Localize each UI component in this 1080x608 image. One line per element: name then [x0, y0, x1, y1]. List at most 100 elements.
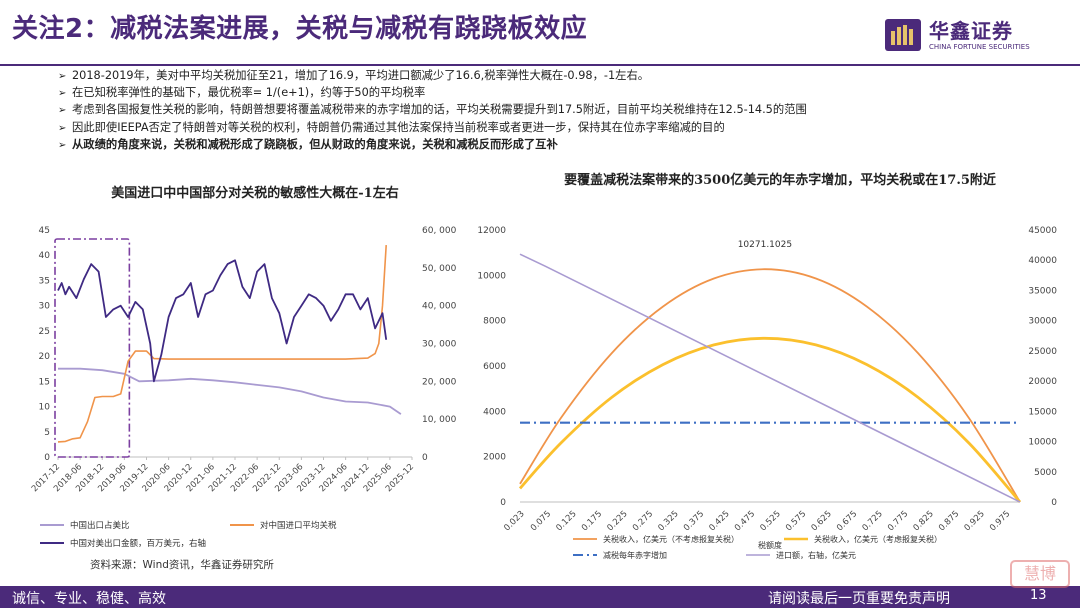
legend-label: 进口额，右轴，亿美元 [776, 550, 856, 560]
x-tick-label: 0.775 [886, 509, 910, 533]
logo-mark-icon [885, 19, 921, 51]
chart2-title: 要覆盖减税法案带来的3500亿美元的年赤字增加，平均关税或在17.5附近 [564, 173, 996, 188]
right-tick-label: 40000 [1028, 256, 1057, 266]
left-tick-label: 10000 [478, 271, 506, 281]
bullet-item-emphasis: ➢ 从政绩的角度来说，关税和减税形成了跷跷板，但从财政的角度来说，关税和减税反而形… [58, 137, 1068, 154]
legend-label: 中国对美出口金额，百万美元，右轴 [70, 538, 206, 549]
legend-label: 关税收入，亿美元（考虑报复关税） [814, 534, 942, 544]
right-tick-label: 0 [1051, 498, 1057, 508]
right-tick-label: 60, 000 [422, 226, 457, 236]
series-line-0 [58, 367, 402, 415]
bullet-text: 在已知税率弹性的基础下，最优税率= 1/(e+1)，约等于50的平均税率 [72, 86, 426, 100]
bullet-text: 2018-2019年，美对中平均关税加征至21，增加了16.9，平均进口额减少了… [72, 69, 650, 82]
bullet-text: 因此即使IEEPA否定了特朗普对等关税的权利，特朗普仍需通过其他法案保持当前税率… [72, 120, 725, 134]
x-tick-label: 0.225 [605, 509, 629, 533]
x-tick-label: 0.325 [656, 509, 680, 533]
chart2-tariff-revenue: 0 2000 4000 6000 8000 10000 12000 0 5000 10000 150… [478, 226, 1057, 560]
right-tick-label: 30, 000 [422, 340, 457, 350]
x-tick-label: 0.975 [988, 509, 1012, 533]
x-tick-label: 0.475 [733, 509, 757, 533]
x-tick-label: 0.275 [631, 509, 655, 533]
left-tick-label: 5 [44, 428, 50, 438]
page-title: 关注2：减税法案进展，关税与减税有跷跷板效应 [12, 14, 588, 44]
right-tick-label: 20, 000 [422, 377, 457, 387]
bullet-arrow-icon: ➢ [58, 88, 67, 100]
left-tick-label: 20 [39, 352, 51, 362]
legend-label: 减税每年赤字增加 [603, 550, 667, 560]
footer-bar: 诚信、专业、稳健、高效 请阅读最后一页重要免责声明 13 [0, 586, 1080, 608]
right-tick-label: 50, 000 [422, 264, 457, 274]
left-tick-label: 40 [39, 251, 51, 261]
x-tick-label: 0.125 [554, 509, 578, 533]
left-tick-label: 15 [39, 377, 50, 387]
series-line-3 [519, 253, 1021, 503]
bullet-arrow-icon: ➢ [58, 139, 67, 151]
bullet-text: 考虑到各国报复性关税的影响，特朗普想要将覆盖减税带来的赤字增加的话，平均关税需要… [72, 103, 807, 117]
left-tick-label: 45 [39, 226, 50, 236]
left-tick-label: 0 [500, 498, 506, 508]
bullet-arrow-icon: ➢ [58, 105, 67, 117]
legend-label: 税额度 [758, 540, 782, 550]
right-tick-label: 5000 [1034, 468, 1057, 478]
bullet-arrow-icon: ➢ [58, 122, 67, 134]
page-number: 13 [1030, 588, 1047, 603]
right-tick-label: 10000 [1028, 438, 1057, 448]
left-tick-label: 10 [39, 403, 51, 413]
left-tick-label: 12000 [478, 226, 506, 236]
bullet-item: ➢ 2018-2019年，美对中平均关税加征至21，增加了16.9，平均进口额减少… [58, 68, 1068, 85]
left-tick-label: 2000 [483, 453, 506, 463]
x-tick-label: 0.175 [580, 509, 604, 533]
x-tick-label: 0.375 [682, 509, 706, 533]
x-tick-label: 0.425 [707, 509, 731, 533]
series-line-1 [518, 336, 1022, 503]
header-divider [0, 64, 1080, 66]
legend-label: 中国出口占美比 [70, 520, 130, 531]
right-tick-label: 20000 [1028, 377, 1057, 387]
bullet-arrow-icon: ➢ [58, 71, 67, 82]
right-tick-label: 25000 [1028, 347, 1057, 357]
left-tick-label: 35 [39, 276, 50, 286]
series-line-1 [57, 245, 387, 443]
x-tick-label: 0.525 [758, 509, 782, 533]
right-tick-label: 40, 000 [422, 302, 457, 312]
x-tick-label: 0.925 [963, 509, 987, 533]
left-tick-label: 25 [39, 327, 50, 337]
x-tick-label: 0.625 [810, 509, 834, 533]
right-tick-label: 45000 [1028, 226, 1057, 236]
chart1-tariff-sensitivity: 0 5 10 15 20 25 30 35 40 45 0 10, 000 20, 000 30, 000… [30, 226, 457, 549]
x-tick-label: 0.075 [529, 509, 553, 533]
x-tick-label: 0.575 [784, 509, 808, 533]
logo-name-cn: 华鑫证券 [929, 19, 1013, 43]
footer-slogan: 诚信、专业、稳健、高效 [12, 591, 166, 607]
x-tick-label: 0.825 [912, 509, 936, 533]
right-tick-label: 35000 [1028, 286, 1057, 296]
x-tick-label: 0.023 [502, 509, 526, 533]
x-tick-label: 0.725 [861, 509, 885, 533]
watermark-stamp: 慧博 [1010, 560, 1070, 588]
left-tick-label: 6000 [483, 362, 506, 372]
bullet-text: 从政绩的角度来说，关税和减税形成了跷跷板，但从财政的角度来说，关税和减税反而形成… [72, 137, 558, 151]
company-logo: 华鑫证券 CHINA FORTUNE SECURITIES [885, 15, 1071, 55]
legend-label: 关税收入，亿美元（不考虑报复关税） [603, 534, 739, 544]
peak-annotation: 10271.1025 [738, 240, 792, 250]
left-tick-label: 4000 [483, 407, 506, 417]
series-line-0 [519, 268, 1021, 503]
source-note: 资料来源：Wind资讯，华鑫证券研究所 [90, 559, 274, 571]
bullet-item: ➢ 因此即使IEEPA否定了特朗普对等关税的权利，特朗普仍需通过其他法案保持当前税… [58, 120, 1068, 137]
x-tick-label: 0.875 [937, 509, 961, 533]
series-line-2 [57, 259, 388, 383]
right-tick-label: 10, 000 [422, 415, 457, 425]
logo-name-en: CHINA FORTUNE SECURITIES [929, 43, 1030, 51]
chart1-title: 美国进口中中国部分对关税的敏感性大概在-1左右 [111, 186, 399, 201]
left-tick-label: 30 [39, 302, 51, 312]
right-tick-label: 0 [422, 453, 428, 463]
legend-label: 对中国进口平均关税 [260, 520, 337, 531]
highlight-box [54, 238, 131, 458]
left-tick-label: 8000 [483, 317, 506, 327]
right-tick-label: 30000 [1028, 317, 1057, 327]
left-tick-label: 0 [44, 453, 50, 463]
bullet-list: ➢ 2018-2019年，美对中平均关税加征至21，增加了16.9，平均进口额减少… [58, 68, 1068, 154]
x-tick-label: 0.675 [835, 509, 859, 533]
bullet-item: ➢ 考虑到各国报复性关税的影响，特朗普想要将覆盖减税带来的赤字增加的话，平均关税需… [58, 102, 1068, 119]
bullet-item: ➢ 在已知税率弹性的基础下，最优税率= 1/(e+1)，约等于50的平均税率 [58, 85, 1068, 102]
